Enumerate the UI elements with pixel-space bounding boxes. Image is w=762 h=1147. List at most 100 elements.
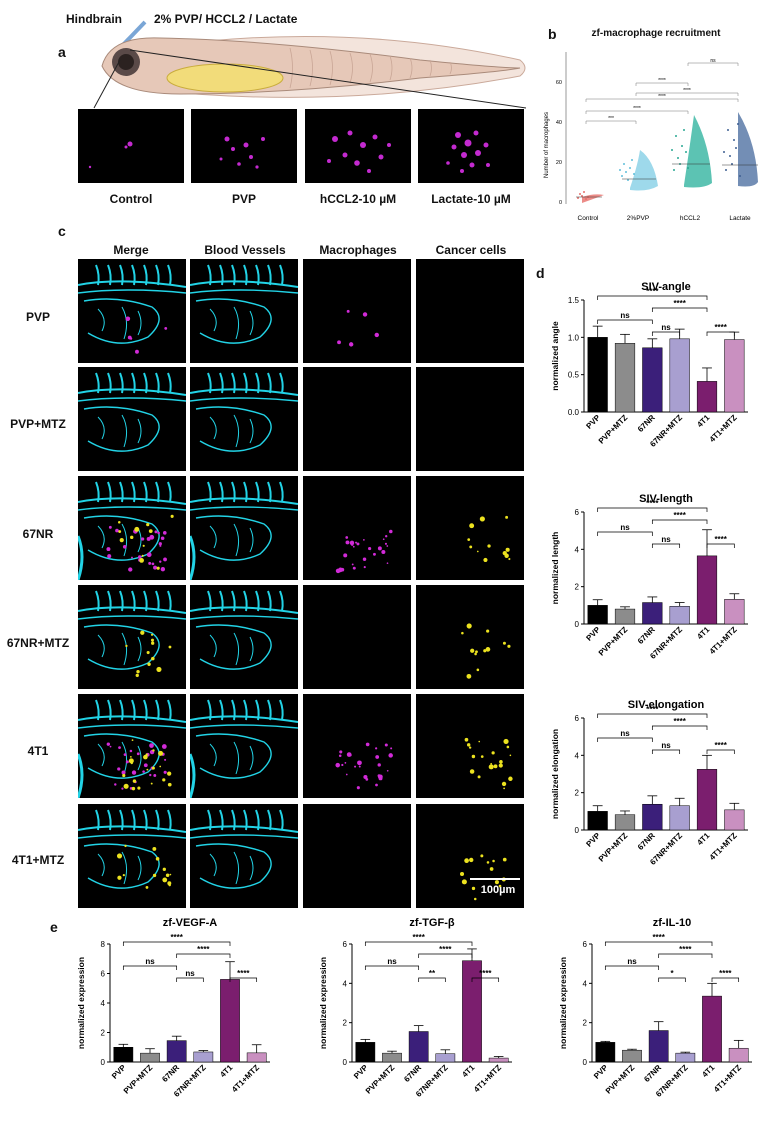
micrograph-4t1-mtz-cancer-cells	[416, 804, 524, 908]
zf-il-10-ytick-label: 2	[583, 1019, 588, 1028]
zf-vegf-a-sig-bracket	[122, 965, 178, 970]
siv-angle-sig-label: ****	[714, 323, 727, 332]
siv-angle-ytick-label: 1.0	[568, 333, 580, 342]
chart-zf-il-10: zf-IL-10 normalized expression 0 2 4 6 PVPPVP+…	[558, 917, 752, 1099]
zebrafish-larva-illustration	[93, 20, 527, 109]
row-label-pvp-mtz: PVP+MTZ	[10, 417, 66, 431]
zf-tgf-b-sig-label: ****	[412, 933, 425, 942]
micrograph-4t1-blood-vessels	[190, 694, 298, 798]
zf-vegf-a-xlabel: PVP+MTZ	[122, 1063, 155, 1096]
siv-angle-sig-bracket	[706, 331, 735, 336]
zf-tgf-b-sig-bracket	[418, 953, 473, 958]
zf-vegf-a-xlabel: 4T1+MTZ	[230, 1063, 261, 1094]
micrograph-pvp-mtz-cancer-cells	[416, 367, 524, 471]
zf-vegf-a-sig-bracket	[176, 953, 231, 958]
siv-length-sig-label: ****	[673, 511, 686, 520]
hindbrain-label: Hindbrain	[66, 12, 122, 26]
siv-length-sig-bracket	[651, 519, 708, 524]
sig-b-4: ****	[683, 88, 691, 94]
siv-elongation-xlabel: 4T1+MTZ	[708, 831, 739, 862]
label-hccl2: hCCL2-10 µM	[319, 192, 397, 206]
zf-il-10-bar-4t1	[702, 995, 722, 1063]
micrograph-pvp-macrophages	[303, 259, 411, 363]
panel-e-letter: e	[50, 919, 58, 935]
zf-il-10-xlabel: 67NR	[642, 1063, 663, 1084]
siv-angle-xlabel: 4T1+MTZ	[708, 413, 739, 444]
zf-tgf-b-ytick-label: 6	[343, 940, 348, 949]
col-head-macrophages: Macrophages	[319, 243, 397, 257]
panel-b-letter: b	[548, 26, 557, 42]
panel-b-xlabel-pvp: 2%PVP	[627, 215, 649, 222]
siv-elongation-sig-label: ns	[661, 741, 671, 750]
panel-b-ytick-40: 40	[556, 120, 562, 126]
zf-tgf-b-bar-4t1	[462, 960, 482, 1063]
zf-tgf-b-bar-4t1-mtz	[488, 1057, 509, 1063]
zf-il-10-sig-label: ns	[627, 957, 637, 966]
micrograph-67nr-macrophages	[303, 476, 411, 580]
panel-b-ylabel: Number of macrophages	[544, 112, 550, 178]
panel-b-ytick-60: 60	[556, 80, 562, 86]
zf-tgf-b-sig-bracket	[364, 941, 473, 946]
siv-length-bar-4t1-mtz	[724, 599, 745, 625]
zf-vegf-a-xlabel: 4T1	[218, 1063, 235, 1080]
zf-vegf-a-ytick-label: 2	[101, 1029, 106, 1038]
siv-elongation-ytick-label: 6	[575, 714, 580, 723]
label-pvp: PVP	[231, 192, 256, 206]
zf-il-10-ytick-label: 0	[583, 1058, 588, 1067]
zf-vegf-a-sig-label: ns	[185, 969, 195, 978]
zf-tgf-b-sig-label: **	[429, 969, 436, 978]
micrograph-4t1-merge	[78, 694, 186, 798]
panel-b-xlabel-hccl2: hCCL2	[680, 215, 701, 222]
siv-elongation-sig-bracket	[651, 725, 708, 730]
micrograph-pvp-cancer-cells	[416, 259, 524, 363]
micrograph-pvp-mtz-blood-vessels	[190, 367, 298, 471]
panel-d-letter: d	[536, 265, 545, 281]
sig-b-5: ns	[710, 58, 716, 64]
sig-b-0: ***	[608, 116, 614, 122]
zf-il-10-sig-label: ****	[719, 969, 732, 978]
zf-il-10-sig-label: ****	[652, 933, 665, 942]
zf-tgf-b-sig-label: ****	[439, 945, 452, 954]
micrograph-4t1-mtz-merge	[78, 804, 186, 908]
siv-angle-ytick-label: 0.5	[568, 371, 580, 380]
panel-c-letter: c	[58, 223, 66, 239]
row-label-pvp: PVP	[25, 310, 50, 324]
row-label-67nr-mtz: 67NR+MTZ	[6, 636, 70, 650]
zf-vegf-a-xlabel: 67NR	[160, 1063, 181, 1084]
siv-angle-sig-label: ns	[620, 311, 630, 320]
zf-tgf-b-sig-bracket	[418, 977, 446, 982]
scale-bar-line	[470, 878, 520, 880]
siv-length-bar-67nr	[642, 602, 663, 625]
zf-il-10-sig-bracket	[658, 977, 686, 982]
micrograph-67nr-mtz-blood-vessels	[190, 585, 298, 689]
siv-angle-bar-67nr	[642, 347, 663, 413]
zf-tgf-b-sig-label: ns	[387, 957, 397, 966]
label-control: Control	[109, 192, 153, 206]
micrograph-67nr-merge	[78, 476, 186, 580]
panel-b-xlabel-control: Control	[578, 215, 600, 222]
sig-b-1: ****	[633, 106, 641, 112]
siv-elongation-sig-bracket	[597, 737, 653, 742]
zf-tgf-b-bar-67nr-mtz	[435, 1053, 456, 1063]
zf-il-10-xlabel: PVP+MTZ	[604, 1063, 637, 1096]
col-head-vessels: Blood Vessels	[204, 243, 286, 257]
zf-il-10-sig-bracket	[604, 941, 713, 946]
image-control	[78, 109, 184, 183]
zf-vegf-a-sig-bracket	[176, 977, 204, 982]
siv-angle-ytick-label: 1.5	[568, 296, 580, 305]
image-lactate	[418, 109, 524, 183]
siv-angle-sig-bracket	[597, 319, 653, 324]
siv-length-bar-4t1	[696, 555, 718, 625]
micrograph-67nr-blood-vessels	[190, 476, 298, 580]
siv-elongation-sig-bracket	[651, 749, 681, 754]
siv-length-sig-bracket	[706, 543, 735, 548]
zf-tgf-b-bar-67nr	[408, 1031, 429, 1063]
violin-hccl2	[684, 115, 712, 188]
zf-vegf-a-ytick-label: 6	[101, 970, 106, 979]
siv-elongation-sig-label: ****	[646, 705, 659, 714]
zf-il-10-ytick-label: 6	[583, 940, 588, 949]
siv-elongation-bar-67nr-mtz	[669, 805, 690, 831]
zf-il-10-bar-4t1-mtz	[728, 1047, 749, 1063]
siv-angle-xlabel: 67NR	[636, 413, 657, 434]
siv-angle-bar-67nr-mtz	[669, 338, 690, 413]
